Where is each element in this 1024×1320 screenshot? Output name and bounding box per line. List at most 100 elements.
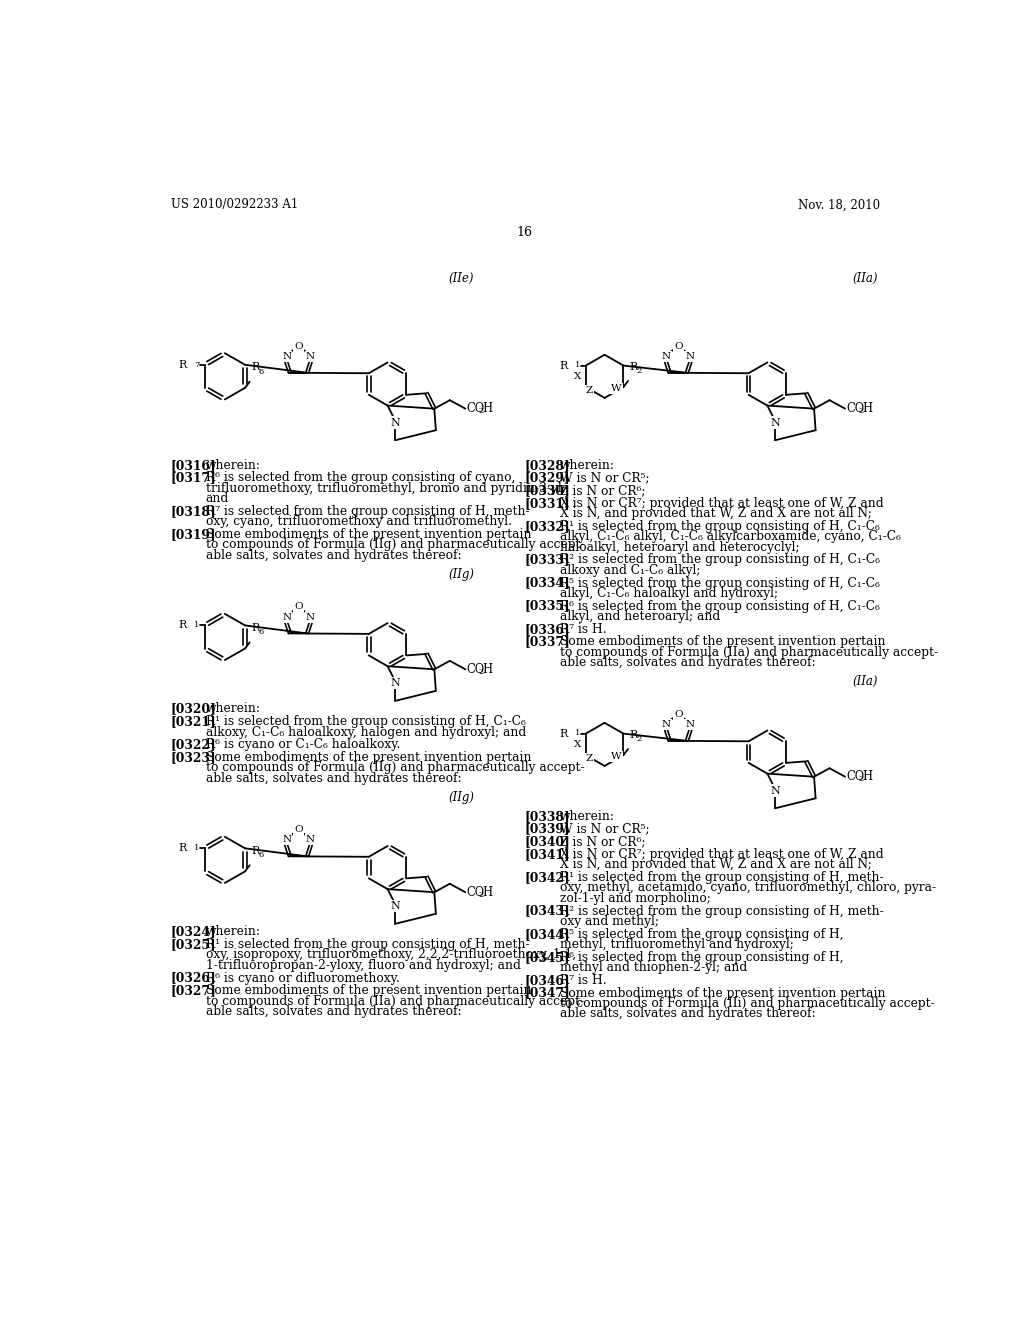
Text: [0328]: [0328] bbox=[524, 459, 570, 471]
Text: Some embodiments of the present invention pertain: Some embodiments of the present inventio… bbox=[206, 751, 531, 764]
Text: alkyl, and heteroaryl; and: alkyl, and heteroaryl; and bbox=[560, 610, 720, 623]
Text: to compounds of Formula (IIg) and pharmaceutically accept-: to compounds of Formula (IIg) and pharma… bbox=[206, 539, 584, 552]
Text: N: N bbox=[305, 612, 314, 622]
Text: H: H bbox=[482, 886, 493, 899]
Text: 2: 2 bbox=[478, 407, 483, 414]
Text: [0317]: [0317] bbox=[171, 471, 216, 484]
Text: wherein:: wherein: bbox=[560, 459, 614, 471]
Text: CO: CO bbox=[467, 886, 485, 899]
Text: R¹ is selected from the group consisting of H, meth-: R¹ is selected from the group consisting… bbox=[206, 939, 529, 950]
Text: X: X bbox=[574, 741, 582, 748]
Text: N: N bbox=[770, 417, 780, 428]
Text: CO: CO bbox=[847, 770, 864, 783]
Text: wherein:: wherein: bbox=[206, 925, 260, 939]
Text: [0318]: [0318] bbox=[171, 506, 216, 517]
Text: [0347]: [0347] bbox=[524, 986, 570, 999]
Text: oxy and methyl;: oxy and methyl; bbox=[560, 915, 658, 928]
Text: [0320]: [0320] bbox=[171, 702, 216, 715]
Text: 2: 2 bbox=[478, 668, 483, 676]
Text: [0330]: [0330] bbox=[524, 484, 570, 498]
Text: O: O bbox=[294, 342, 303, 351]
Text: [0319]: [0319] bbox=[171, 528, 216, 541]
Text: zol-1-yl and morpholino;: zol-1-yl and morpholino; bbox=[560, 892, 711, 904]
Text: Z: Z bbox=[586, 385, 593, 395]
Text: (IIg): (IIg) bbox=[449, 791, 474, 804]
Text: N: N bbox=[662, 352, 671, 360]
Text: R⁶ is cyano or difluoromethoxy.: R⁶ is cyano or difluoromethoxy. bbox=[206, 972, 399, 985]
Text: Some embodiments of the present invention pertain: Some embodiments of the present inventio… bbox=[560, 635, 885, 648]
Text: X is N or CR⁷; provided that at least one of W, Z and: X is N or CR⁷; provided that at least on… bbox=[560, 847, 884, 861]
Text: O: O bbox=[294, 825, 303, 834]
Text: H: H bbox=[862, 770, 872, 783]
Text: [0327]: [0327] bbox=[171, 985, 216, 997]
Text: Some embodiments of the present invention pertain: Some embodiments of the present inventio… bbox=[206, 985, 531, 997]
Text: methyl, trifluoromethyl and hydroxyl;: methyl, trifluoromethyl and hydroxyl; bbox=[560, 939, 794, 950]
Text: [0336]: [0336] bbox=[524, 623, 570, 636]
Text: R⁶ is selected from the group consisting of H,: R⁶ is selected from the group consisting… bbox=[560, 950, 844, 964]
Text: R⁵ is selected from the group consisting of H, C₁-C₆: R⁵ is selected from the group consisting… bbox=[560, 577, 880, 590]
Text: [0344]: [0344] bbox=[524, 928, 570, 941]
Text: [0331]: [0331] bbox=[524, 496, 570, 510]
Text: methyl and thiophen-2-yl; and: methyl and thiophen-2-yl; and bbox=[560, 961, 746, 974]
Text: 1: 1 bbox=[575, 362, 581, 370]
Text: R: R bbox=[560, 729, 568, 739]
Text: able salts, solvates and hydrates thereof:: able salts, solvates and hydrates thereo… bbox=[206, 1005, 461, 1018]
Text: able salts, solvates and hydrates thereof:: able salts, solvates and hydrates thereo… bbox=[560, 656, 815, 669]
Text: R² is selected from the group consisting of H, C₁-C₆: R² is selected from the group consisting… bbox=[560, 553, 880, 566]
Text: [0329]: [0329] bbox=[524, 471, 570, 484]
Text: N: N bbox=[685, 352, 694, 360]
Text: alkyl, C₁-C₆ alkyl, C₁-C₆ alkylcarboxamide, cyano, C₁-C₆: alkyl, C₁-C₆ alkyl, C₁-C₆ alkylcarboxami… bbox=[560, 531, 900, 544]
Text: X: X bbox=[574, 372, 582, 380]
Text: US 2010/0292233 A1: US 2010/0292233 A1 bbox=[171, 198, 298, 211]
Text: Some embodiments of the present invention pertain: Some embodiments of the present inventio… bbox=[206, 528, 531, 541]
Text: [0333]: [0333] bbox=[524, 553, 570, 566]
Text: 6: 6 bbox=[258, 628, 263, 636]
Text: R: R bbox=[251, 846, 259, 855]
Text: N: N bbox=[770, 785, 780, 796]
Text: able salts, solvates and hydrates thereof:: able salts, solvates and hydrates thereo… bbox=[206, 549, 461, 562]
Text: N: N bbox=[305, 836, 314, 845]
Text: to compounds of Formula (IIa) and pharmaceutically accept-: to compounds of Formula (IIa) and pharma… bbox=[560, 645, 938, 659]
Text: 2: 2 bbox=[858, 775, 863, 783]
Text: 2: 2 bbox=[858, 407, 863, 414]
Text: X is N, and provided that W, Z and X are not all N;: X is N, and provided that W, Z and X are… bbox=[560, 858, 871, 871]
Text: X is N or CR⁷; provided that at least one of W, Z and: X is N or CR⁷; provided that at least on… bbox=[560, 496, 884, 510]
Text: N: N bbox=[390, 678, 400, 688]
Text: N: N bbox=[305, 352, 314, 360]
Text: wherein:: wherein: bbox=[206, 459, 260, 471]
Text: 2: 2 bbox=[637, 735, 642, 743]
Text: [0324]: [0324] bbox=[171, 925, 216, 939]
Text: (IIg): (IIg) bbox=[449, 568, 474, 581]
Text: [0326]: [0326] bbox=[171, 972, 216, 985]
Text: R² is selected from the group consisting of H, meth-: R² is selected from the group consisting… bbox=[560, 904, 884, 917]
Text: [0342]: [0342] bbox=[524, 871, 570, 884]
Text: R: R bbox=[630, 362, 638, 372]
Text: [0340]: [0340] bbox=[524, 836, 570, 849]
Text: haloalkyl, heteroaryl and heterocyclyl;: haloalkyl, heteroaryl and heterocyclyl; bbox=[560, 541, 800, 553]
Text: R: R bbox=[251, 363, 259, 372]
Text: wherein:: wherein: bbox=[560, 810, 614, 822]
Text: W is N or CR⁵;: W is N or CR⁵; bbox=[560, 471, 649, 484]
Text: [0332]: [0332] bbox=[524, 520, 570, 533]
Text: R⁵ is selected from the group consisting of H,: R⁵ is selected from the group consisting… bbox=[560, 928, 844, 941]
Text: [0341]: [0341] bbox=[524, 847, 570, 861]
Text: W: W bbox=[611, 384, 622, 393]
Text: [0338]: [0338] bbox=[524, 810, 570, 822]
Text: 7: 7 bbox=[194, 360, 200, 368]
Text: able salts, solvates and hydrates thereof:: able salts, solvates and hydrates thereo… bbox=[206, 772, 461, 784]
Text: 1: 1 bbox=[575, 730, 581, 738]
Text: to compounds of Formula (IIg) and pharmaceutically accept-: to compounds of Formula (IIg) and pharma… bbox=[206, 762, 584, 775]
Text: W is N or CR⁵;: W is N or CR⁵; bbox=[560, 822, 649, 836]
Text: R⁶ is cyano or C₁-C₆ haloalkoxy.: R⁶ is cyano or C₁-C₆ haloalkoxy. bbox=[206, 738, 400, 751]
Text: H: H bbox=[482, 403, 493, 416]
Text: R¹ is selected from the group consisting of H, C₁-C₆: R¹ is selected from the group consisting… bbox=[206, 715, 525, 729]
Text: [0334]: [0334] bbox=[524, 577, 570, 590]
Text: 1-trifluoropropan-2-yloxy, fluoro and hydroxyl; and: 1-trifluoropropan-2-yloxy, fluoro and hy… bbox=[206, 958, 520, 972]
Text: trifluoromethoxy, trifluoromethyl, bromo and pyridin-3-yl;: trifluoromethoxy, trifluoromethyl, bromo… bbox=[206, 482, 565, 495]
Text: O: O bbox=[674, 710, 683, 719]
Text: N: N bbox=[685, 719, 694, 729]
Text: CO: CO bbox=[467, 663, 485, 676]
Text: [0343]: [0343] bbox=[524, 904, 570, 917]
Text: H: H bbox=[862, 403, 872, 416]
Text: oxy, cyano, trifluoromethoxy and trifluoromethyl.: oxy, cyano, trifluoromethoxy and trifluo… bbox=[206, 515, 512, 528]
